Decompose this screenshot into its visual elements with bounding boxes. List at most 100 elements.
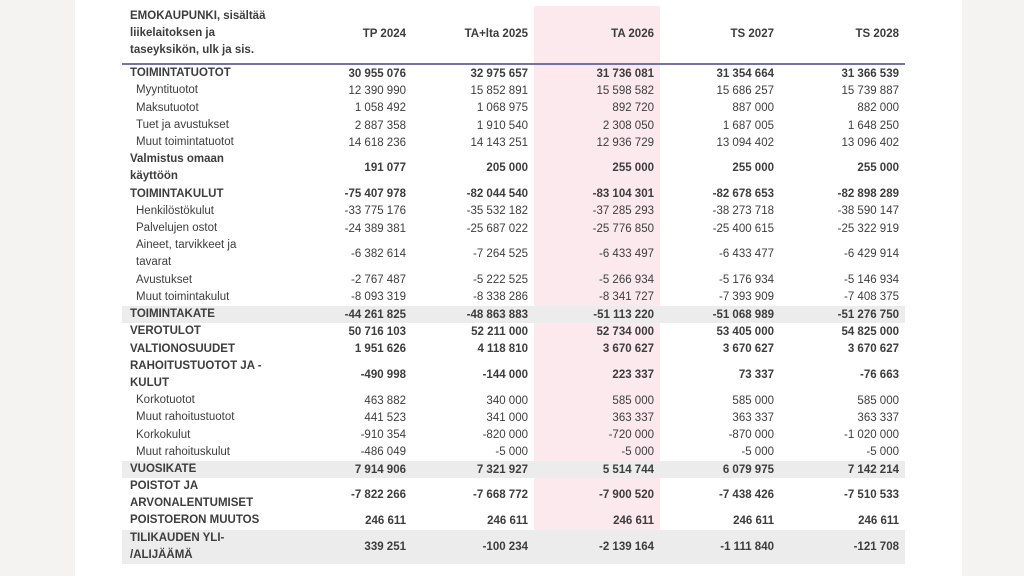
cell-value: 3 670 627: [847, 343, 899, 356]
cell-value: 2 308 050: [534, 116, 660, 135]
table-row: POISTOT JA ARVONALENTUMISET -7 822 266 -7 6…: [122, 478, 905, 513]
row-label: TOIMINTAKULUT: [122, 185, 332, 202]
cell-value: 13 094 402: [716, 136, 774, 149]
header-row: EMOKAUPUNKI, sisältää liikelaitoksen ja …: [122, 6, 905, 65]
row-label: Muut rahoituskulut: [122, 444, 332, 461]
cell-value: 1 910 540: [476, 119, 528, 132]
cell-value: 50 716 103: [348, 325, 406, 338]
cell-value: -720 000: [534, 426, 660, 444]
cell-value: -7 393 909: [719, 291, 774, 304]
cell-value: -121 708: [780, 529, 905, 564]
table-row: Valmistus omaan käyttöön 191 077 205 000 255…: [122, 151, 905, 186]
row-label: Korkokulut: [122, 426, 332, 443]
cell-value: -2 139 164: [534, 529, 660, 564]
cell-value: 5 514 744: [534, 461, 660, 479]
cell-value: 246 611: [487, 514, 528, 527]
cell-value: 7 914 906: [332, 461, 412, 479]
cell-value: -24 389 381: [344, 222, 406, 235]
cell-value: 4 118 810: [477, 343, 528, 356]
cell-value: 12 390 990: [348, 84, 406, 97]
cell-value: -48 863 883: [412, 305, 534, 324]
cell-value: 1 068 975: [476, 102, 528, 115]
table-row: Korkokulut -910 354 -820 000 -720 000 -870 0…: [122, 426, 905, 444]
cell-value: 339 251: [332, 529, 412, 564]
table-row: VUOSIKATE 7 914 906 7 321 927 5 514 744 6 07…: [122, 461, 905, 479]
table-title-line: liikelaitoksen ja: [130, 27, 216, 39]
row-label-line: Valmistus omaan: [130, 153, 224, 166]
cell-value: -33 775 176: [344, 205, 406, 218]
cell-value: -6 433 477: [719, 248, 774, 261]
row-label-line: Maksutuotot: [136, 101, 199, 114]
cell-value: 14 618 236: [348, 136, 406, 149]
cell-value: 585 000: [857, 394, 899, 407]
column-header-ta-lta-2025: TA+lta 2025: [412, 6, 534, 65]
table-row: Palvelujen ostot -24 389 381 -25 687 022 -2…: [122, 220, 905, 238]
cell-value: 1 648 250: [847, 119, 899, 132]
row-label-line: POISTOT JA: [130, 480, 199, 493]
cell-value: -7 408 375: [844, 291, 899, 304]
row-label-line: tavarat: [136, 256, 172, 269]
left-margin-band: [0, 0, 75, 576]
cell-value: 30 955 076: [348, 67, 406, 80]
cell-value: 15 739 887: [841, 84, 899, 97]
row-label: VALTIONOSUUDET: [122, 341, 332, 358]
row-label: Muut toimintatuotot: [122, 134, 332, 151]
cell-value: 340 000: [486, 394, 528, 407]
row-label-line: Myyntituotot: [136, 84, 198, 97]
cell-value: -25 400 615: [712, 222, 774, 235]
row-label-line: Avustukset: [136, 273, 193, 286]
cell-value: -100 234: [412, 529, 534, 564]
table-row: Henkilöstökulut -33 775 176 -35 532 182 -37…: [122, 202, 905, 221]
cell-value: -6 429 914: [844, 248, 899, 261]
row-label: VEROTULOT: [122, 323, 332, 340]
row-label-line: Aineet, tarvikkeet ja: [136, 239, 237, 252]
cell-value: 205 000: [486, 162, 528, 175]
cell-value: 7 321 927: [412, 461, 534, 479]
table-row: Tuet ja avustukset 2 887 358 1 910 540 2 30…: [122, 116, 905, 135]
cell-value: 246 611: [534, 512, 660, 530]
column-header-ts-2027: TS 2027: [660, 6, 780, 65]
row-label-line: VUOSIKATE: [130, 463, 197, 476]
cell-value: -490 998: [360, 368, 406, 381]
table-row: RAHOITUSTUOTOT JA - KULUT -490 998 -144 000…: [122, 357, 905, 392]
cell-value: 441 523: [364, 411, 406, 424]
cell-value: 3 670 627: [534, 340, 660, 358]
cell-value: -7 264 525: [473, 248, 528, 261]
row-label-line: TOIMINTAKULUT: [130, 187, 224, 200]
row-label: Muut rahoitustuotot: [122, 409, 332, 426]
table-row: Muut rahoitustuotot 441 523 341 000 363 337…: [122, 409, 905, 427]
cell-value: 1 687 005: [722, 119, 774, 132]
row-label: RAHOITUSTUOTOT JA - KULUT: [122, 358, 332, 392]
row-label-line: Palvelujen ostot: [136, 222, 218, 235]
row-label-line: Muut rahoitustuotot: [136, 411, 235, 424]
cell-value: 15 852 891: [470, 84, 528, 97]
budget-table: EMOKAUPUNKI, sisältää liikelaitoksen ja …: [122, 6, 905, 564]
row-label: Myyntituotot: [122, 82, 332, 99]
table-row: TOIMINTAKULUT -75 407 978 -82 044 540 -83 1…: [122, 185, 905, 203]
cell-value: -35 532 182: [466, 205, 528, 218]
cell-value: -910 354: [360, 429, 406, 442]
row-label-line: VALTIONOSUUDET: [130, 342, 235, 355]
cell-value: -1 020 000: [844, 429, 899, 442]
row-label: TILIKAUDEN YLI- /ALIJÄÄMÄ: [122, 529, 332, 564]
cell-value: 13 096 402: [841, 136, 899, 149]
table-row: VEROTULOT 50 716 103 52 211 000 52 734 000 5…: [122, 323, 905, 341]
row-label-line: RAHOITUSTUOTOT JA -: [130, 359, 262, 372]
row-label-line: KULUT: [130, 376, 169, 389]
row-label: Palvelujen ostot: [122, 220, 332, 237]
column-header-ts-2028: TS 2028: [780, 6, 905, 65]
row-label-line: Henkilöstökulut: [136, 204, 214, 217]
cell-value: 2 887 358: [354, 119, 406, 132]
cell-value: -8 093 319: [351, 291, 406, 304]
row-label: Aineet, tarvikkeet ja tavarat: [122, 237, 332, 271]
cell-value: -5 266 934: [534, 271, 660, 289]
table-title-line: EMOKAUPUNKI, sisältää: [130, 10, 266, 22]
cell-value: -5 222 525: [473, 274, 528, 287]
table-row: Muut toimintatuotot 14 618 236 14 143 251 1…: [122, 134, 905, 152]
cell-value: -25 687 022: [466, 222, 528, 235]
row-label: Valmistus omaan käyttöön: [122, 151, 332, 185]
cell-value: -1 111 840: [660, 529, 780, 564]
cell-value: -51 276 750: [780, 305, 905, 324]
cell-value: -5 146 934: [844, 274, 899, 287]
row-label-line: käyttöön: [130, 170, 178, 183]
